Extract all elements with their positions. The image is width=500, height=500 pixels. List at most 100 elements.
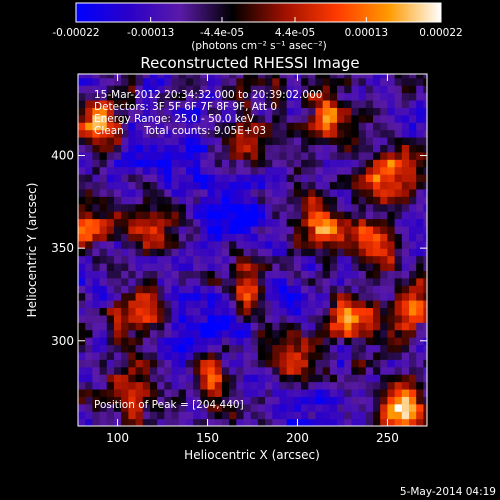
heatmap-cell [394, 248, 403, 257]
heatmap-cell [387, 381, 396, 390]
heatmap-cell [85, 181, 93, 190]
heatmap-cell [106, 277, 115, 286]
heatmap-cell [200, 114, 209, 123]
heatmap-cell [394, 344, 403, 353]
heatmap-cell [92, 166, 101, 175]
heatmap-cell [178, 196, 187, 205]
heatmap-cell [286, 270, 295, 279]
heatmap-cell [157, 337, 165, 346]
heatmap-cell [293, 99, 302, 108]
heatmap-cell [344, 114, 353, 123]
heatmap-cell [128, 188, 137, 197]
heatmap-cell [85, 403, 93, 412]
heatmap-cell [344, 270, 353, 279]
heatmap-cell [193, 262, 201, 271]
heatmap-cell [207, 144, 216, 153]
heatmap-cell [193, 77, 201, 86]
heatmap-cell [121, 403, 129, 412]
heatmap-cell [250, 381, 259, 390]
heatmap-cell [113, 129, 122, 138]
heatmap-cell [92, 136, 101, 145]
heatmap-cell [322, 262, 331, 271]
heatmap-cell [423, 77, 427, 86]
heatmap-cell [106, 307, 115, 316]
heatmap-cell [265, 218, 273, 227]
heatmap-cell [243, 322, 252, 331]
heatmap-cell [236, 337, 245, 346]
heatmap-cell [250, 107, 259, 116]
heatmap-cell [250, 344, 259, 353]
heatmap-cell [351, 151, 360, 160]
heatmap-cell [286, 248, 295, 257]
heatmap-cell [193, 344, 201, 353]
heatmap-cell [121, 122, 129, 131]
heatmap-cell [401, 166, 410, 175]
heatmap-cell [279, 159, 288, 168]
heatmap-cell [113, 225, 122, 234]
heatmap-cell [394, 136, 403, 145]
heatmap-cell [149, 181, 158, 190]
heatmap-cell [344, 77, 353, 86]
footer-date: 5-May-2014 04:19 [400, 486, 496, 498]
heatmap-cell [351, 233, 360, 242]
heatmap-cell [265, 314, 273, 323]
heatmap-cell [85, 366, 93, 375]
heatmap-cell [149, 159, 158, 168]
heatmap-cell [358, 129, 367, 138]
heatmap-cell [351, 196, 360, 205]
heatmap-cell [423, 196, 427, 205]
heatmap-cell [423, 225, 427, 234]
heatmap-cell [394, 322, 403, 331]
heatmap-cell [373, 114, 381, 123]
heatmap-cell [337, 388, 345, 397]
heatmap-cell [315, 218, 324, 227]
heatmap-cell [85, 196, 93, 205]
heatmap-cell [301, 85, 309, 94]
heatmap-cell [193, 174, 201, 183]
heatmap-cell [416, 144, 425, 153]
heatmap-cell [135, 374, 144, 383]
heatmap-cell [380, 159, 389, 168]
heatmap-cell [308, 381, 317, 390]
heatmap-cell [164, 359, 173, 368]
heatmap-cell [329, 74, 338, 79]
heatmap-cell [207, 248, 216, 257]
heatmap-cell [157, 240, 165, 249]
heatmap-cell [272, 351, 281, 360]
heatmap-cell [142, 411, 151, 420]
heatmap-cell [236, 359, 245, 368]
heatmap-cell [380, 218, 389, 227]
heatmap-cell [128, 240, 137, 249]
heatmap-cell [257, 270, 266, 279]
heatmap-cell [315, 337, 324, 346]
heatmap-cell [113, 314, 122, 323]
heatmap-cell [286, 411, 295, 420]
heatmap-cell [409, 255, 417, 264]
heatmap-cell [128, 292, 137, 301]
heatmap-cell [207, 388, 216, 397]
heatmap-cell [128, 85, 137, 94]
heatmap-cell [329, 307, 338, 316]
heatmap-cell [92, 300, 101, 309]
heatmap-cell [185, 344, 194, 353]
heatmap-cell [142, 107, 151, 116]
heatmap-cell [365, 270, 374, 279]
heatmap-cell [200, 314, 209, 323]
heatmap-cell [128, 99, 137, 108]
heatmap-cell [401, 411, 410, 420]
heatmap-cell [365, 285, 374, 294]
heatmap-cell [207, 396, 216, 405]
heatmap-cell [257, 300, 266, 309]
heatmap-cell [337, 225, 345, 234]
heatmap-cell [149, 366, 158, 375]
heatmap-cell [243, 270, 252, 279]
heatmap-cell [301, 233, 309, 242]
heatmap-cell [265, 388, 273, 397]
heatmap-cell [344, 366, 353, 375]
heatmap-cell [279, 300, 288, 309]
heatmap-cell [257, 255, 266, 264]
heatmap-cell [121, 396, 129, 405]
heatmap-cell [286, 277, 295, 286]
heatmap-cell [308, 322, 317, 331]
heatmap-cell [243, 114, 252, 123]
